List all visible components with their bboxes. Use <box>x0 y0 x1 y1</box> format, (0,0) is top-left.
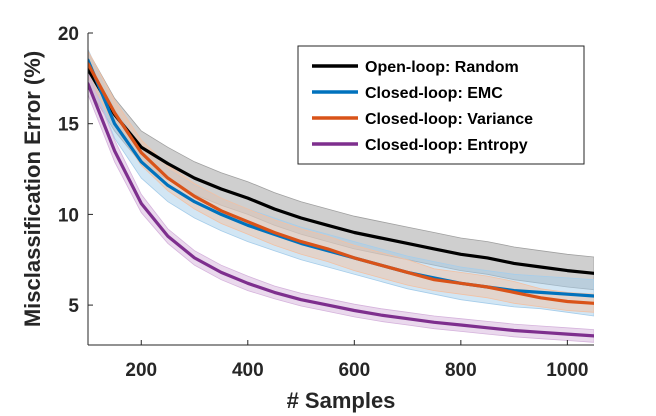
x-ticks: 200 400 600 800 1000 <box>125 340 589 381</box>
series-line-closed-loop-variance <box>88 62 594 305</box>
y-axis-title: Misclassification Error (%) <box>20 51 45 327</box>
legend: Open-loop: Random Closed-loop: EMC Closed-… <box>297 45 585 165</box>
series-line-open-loop-random <box>88 67 594 275</box>
legend-label-open-loop-random: Open-loop: Random <box>365 59 519 76</box>
x-tick-label: 600 <box>338 360 370 381</box>
x-tick-label: 400 <box>232 360 264 381</box>
x-axis-title: # Samples <box>287 388 396 413</box>
y-tick-label: 5 <box>68 296 79 317</box>
y-tick-label: 20 <box>58 24 79 45</box>
band-closed-loop-entropy <box>88 72 594 343</box>
band-closed-loop-variance <box>88 50 594 313</box>
legend-label-closed-loop-entropy: Closed-loop: Entropy <box>365 137 528 154</box>
series-line-closed-loop-entropy <box>88 82 594 338</box>
y-tick-label: 15 <box>58 115 80 136</box>
y-ticks: 5 10 15 20 <box>58 24 93 317</box>
x-tick-label: 200 <box>125 360 157 381</box>
legend-label-closed-loop-variance: Closed-loop: Variance <box>365 111 533 128</box>
series-lines <box>88 58 594 338</box>
axes <box>87 33 594 346</box>
x-tick-label: 1000 <box>546 360 588 381</box>
y-tick-label: 10 <box>58 205 79 226</box>
x-tick-label: 800 <box>445 360 477 381</box>
legend-label-closed-loop-emc: Closed-loop: EMC <box>365 85 503 102</box>
